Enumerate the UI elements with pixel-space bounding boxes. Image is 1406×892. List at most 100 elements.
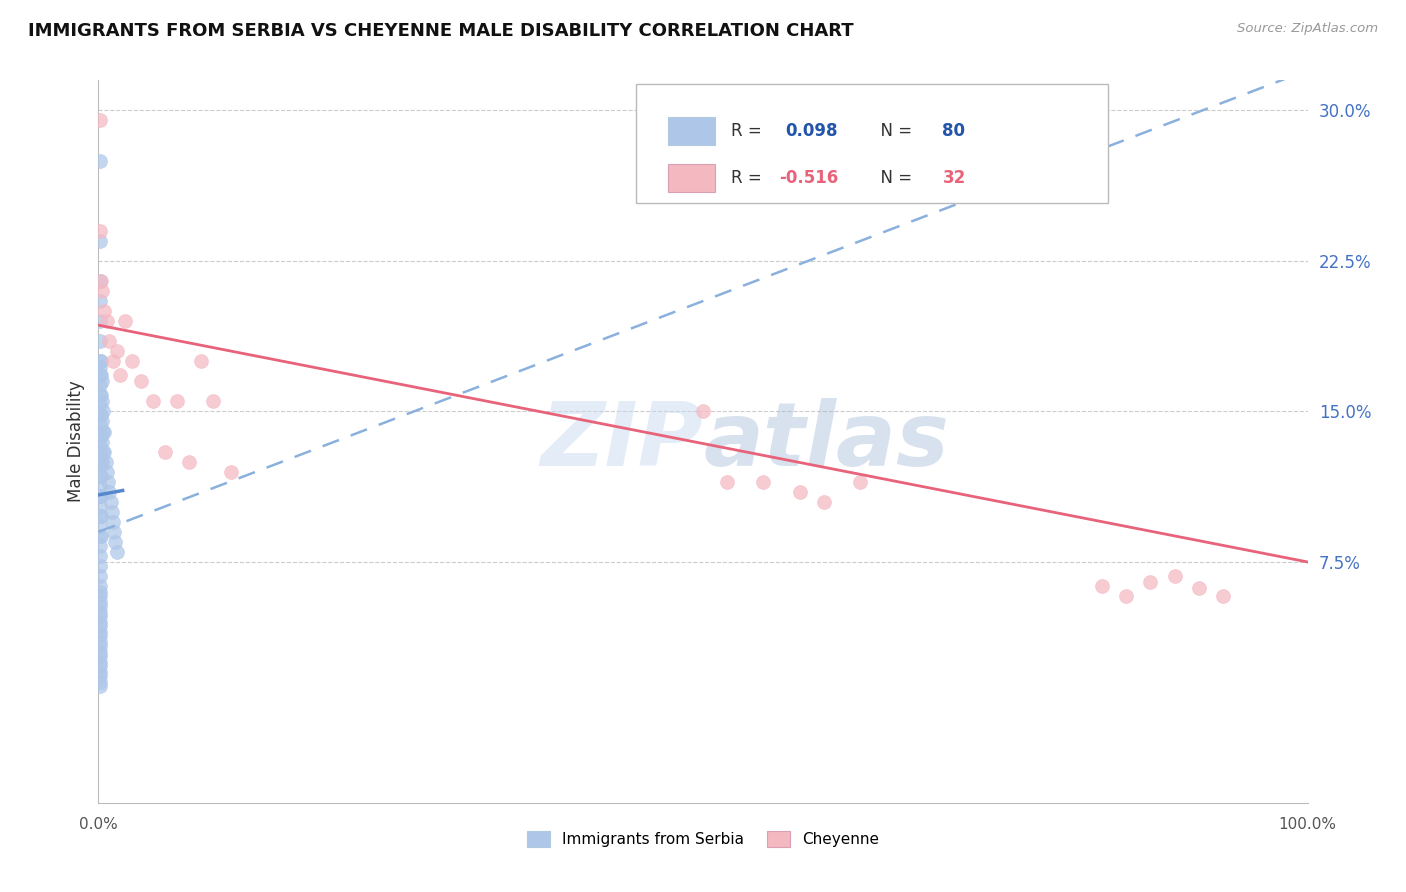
Point [93, 444, 115, 458]
Point [89, 234, 111, 248]
Point [89, 605, 111, 619]
Y-axis label: Male Disability: Male Disability [66, 381, 84, 502]
Point [89, 645, 111, 659]
Point [91, 404, 114, 418]
Text: -0.516: -0.516 [779, 169, 838, 187]
Point [105, 344, 128, 359]
Point [90, 468, 112, 483]
Point [104, 534, 127, 549]
Point [97, 475, 120, 489]
Text: N =: N = [870, 122, 917, 140]
Point [89, 508, 111, 523]
Point [101, 354, 124, 368]
Point [89, 478, 111, 492]
Point [114, 314, 136, 328]
Point [89, 438, 111, 452]
Point [91, 284, 114, 298]
Point [105, 545, 128, 559]
Text: IMMIGRANTS FROM SERBIA VS CHEYENNE MALE DISABILITY CORRELATION CHART: IMMIGRANTS FROM SERBIA VS CHEYENNE MALE … [28, 22, 853, 40]
Point [202, 394, 225, 409]
Point [221, 465, 243, 479]
Point [89, 669, 111, 683]
Point [89, 409, 111, 423]
Text: ZIP: ZIP [540, 398, 703, 485]
Point [90, 388, 112, 402]
Point [89, 539, 111, 553]
Point [89, 585, 111, 599]
Point [190, 354, 212, 368]
Point [101, 515, 124, 529]
Point [90, 428, 112, 442]
Point [89, 595, 111, 609]
Point [89, 609, 111, 624]
Point [89, 398, 111, 412]
Point [93, 304, 115, 318]
Point [89, 529, 111, 543]
Point [89, 675, 111, 690]
Point [813, 494, 835, 508]
FancyBboxPatch shape [637, 84, 1108, 203]
FancyBboxPatch shape [668, 164, 716, 193]
Point [142, 394, 165, 409]
Point [90, 354, 112, 368]
FancyBboxPatch shape [668, 117, 716, 145]
Text: R =: R = [731, 169, 766, 187]
Point [89, 368, 111, 383]
Point [90, 449, 112, 463]
Point [89, 558, 111, 574]
Point [93, 425, 115, 439]
Point [121, 354, 143, 368]
Text: 80: 80 [942, 122, 966, 140]
Point [1139, 574, 1161, 589]
Point [89, 629, 111, 643]
Point [89, 113, 111, 128]
Point [91, 455, 114, 469]
Point [166, 394, 188, 409]
Point [91, 425, 114, 439]
Point [91, 444, 114, 458]
Point [89, 293, 111, 308]
Point [96, 314, 118, 328]
Point [94, 455, 117, 469]
Point [716, 475, 738, 489]
Point [89, 639, 111, 653]
Point [89, 549, 111, 563]
Point [89, 153, 111, 168]
Point [179, 455, 201, 469]
Point [100, 494, 122, 508]
Point [1212, 589, 1234, 603]
Point [90, 529, 112, 543]
Point [90, 274, 112, 288]
Point [89, 354, 111, 368]
Text: N =: N = [870, 169, 917, 187]
Point [89, 665, 111, 680]
Point [1115, 589, 1137, 603]
Point [1188, 581, 1211, 595]
Point [90, 409, 112, 423]
Text: atlas: atlas [703, 398, 949, 485]
Point [89, 428, 111, 442]
Point [89, 659, 111, 673]
Legend: Immigrants from Serbia, Cheyenne: Immigrants from Serbia, Cheyenne [520, 825, 886, 853]
Point [89, 449, 111, 463]
Point [91, 375, 114, 389]
Point [89, 579, 111, 593]
Point [89, 625, 111, 640]
Point [103, 524, 125, 539]
Point [89, 635, 111, 649]
Point [1163, 569, 1185, 583]
Point [849, 475, 872, 489]
Point [129, 375, 152, 389]
Point [89, 489, 111, 503]
Text: 32: 32 [942, 169, 966, 187]
Point [89, 274, 111, 288]
Point [89, 519, 111, 533]
Point [692, 404, 714, 418]
Point [153, 444, 176, 458]
Point [89, 458, 111, 473]
Point [90, 508, 112, 523]
Point [89, 655, 111, 669]
Point [89, 680, 111, 694]
Point [89, 388, 111, 402]
Point [89, 599, 111, 614]
